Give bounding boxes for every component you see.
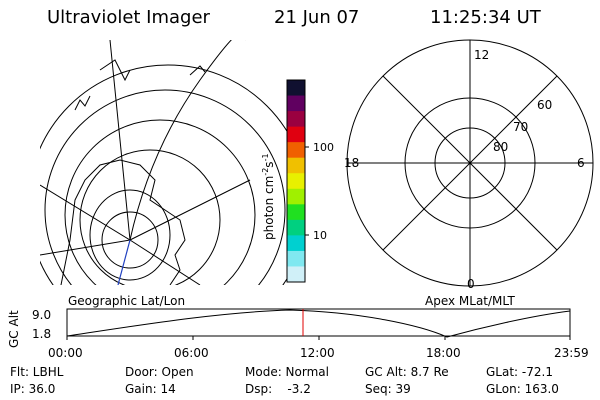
color-bar-stripe: [287, 142, 305, 159]
coastline: [60, 59, 206, 285]
mlt-label-12: 12: [474, 48, 490, 62]
orbit-x-tick-label-4: 23:59: [554, 346, 589, 360]
mlt-label-18: 18: [344, 156, 360, 170]
lon-line-3: [129, 179, 251, 241]
polar-plot: [346, 39, 594, 287]
orbit-x-tick-label-1: 06:00: [174, 346, 209, 360]
unit-text: photon cm: [262, 175, 276, 240]
door-info: Door: Open: [125, 365, 194, 379]
terminator-line: [117, 239, 131, 285]
color-bar-stripe: [287, 204, 305, 221]
color-bar-stripe: [287, 235, 305, 252]
orbit-x-tick-label-0: 00:00: [48, 346, 83, 360]
mode-info: Mode: Normal: [245, 365, 329, 379]
unit-text-mid: s: [262, 161, 276, 168]
color-bar-tick-100: 100: [313, 141, 334, 154]
color-bar-unit-label: photon cm-2s-1: [261, 153, 276, 240]
geographic-caption: Geographic Lat/Lon: [68, 294, 186, 308]
lat-ring-1: [101, 211, 159, 269]
instrument-title: Ultraviolet Imager: [47, 7, 210, 28]
lon-line-1: [40, 184, 131, 241]
color-bar-stripe: [287, 111, 305, 128]
time-label: 11:25:34 UT: [430, 7, 541, 28]
polar-diagonal-2: [382, 75, 558, 251]
color-bar-stripe: [287, 157, 305, 174]
color-bar-stripe: [287, 126, 305, 143]
gc-alt-info: GC Alt: 8.7 Re: [365, 365, 449, 379]
orbit-plot: [66, 308, 571, 340]
orbit-y-tick-top: 9.0: [32, 308, 52, 322]
color-bar-frame: [286, 79, 306, 283]
color-bar-stripe: [287, 266, 305, 283]
ip-info: IP: 36.0: [10, 382, 56, 396]
lon-line-2: [40, 239, 131, 256]
unit-exp-2: -1: [261, 153, 270, 162]
orbit-frame: [66, 308, 571, 337]
color-bar-stripe: [287, 173, 305, 190]
lat-label-60: 60: [537, 98, 553, 112]
color-bar: [286, 79, 309, 283]
lat-ring-6: [40, 64, 290, 285]
glon-info: GLon: 163.0: [486, 382, 559, 396]
gain-info: Gain: 14: [125, 382, 176, 396]
orbit-y-tick-bottom: 1.8: [32, 327, 52, 341]
unit-exp-1: -2: [261, 167, 270, 176]
dsp-info: Dsp: -3.2: [245, 382, 311, 396]
color-bar-stripe: [287, 95, 305, 112]
lat-ring-2: [89, 189, 171, 281]
orbit-x-tick-label-2: 12:00: [300, 346, 335, 360]
seq-info: Seq: 39: [365, 382, 411, 396]
lat-ring-4: [64, 119, 256, 285]
color-bar-tick-10: 10: [313, 229, 327, 242]
lat-label-80: 80: [493, 140, 509, 154]
orbit-y-axis-title: GC Alt: [7, 310, 21, 348]
date-label: 21 Jun 07: [274, 7, 360, 28]
color-bar-stripes: [287, 80, 305, 283]
color-bar-stripe: [287, 219, 305, 236]
orbit-x-tick-label-3: 18:00: [426, 346, 461, 360]
geographic-map: [40, 40, 290, 285]
mlt-label-0: 0: [467, 277, 475, 291]
lon-line-4: [129, 239, 201, 285]
color-bar-stripe: [287, 250, 305, 267]
glat-info: GLat: -72.1: [486, 365, 553, 379]
apex-caption: Apex MLat/MLT: [425, 294, 515, 308]
lat-ring-3: [79, 149, 221, 285]
filter-info: Flt: LBHL: [10, 365, 64, 379]
mlt-label-6: 6: [577, 156, 585, 170]
lat-ring-5: [44, 89, 286, 285]
color-bar-stripe: [287, 188, 305, 205]
orbit-altitude-curve: [66, 309, 571, 338]
lat-label-70: 70: [513, 120, 529, 134]
lon-line-6: [109, 40, 131, 241]
lon-line-5: [129, 40, 246, 241]
color-bar-stripe: [287, 80, 305, 97]
